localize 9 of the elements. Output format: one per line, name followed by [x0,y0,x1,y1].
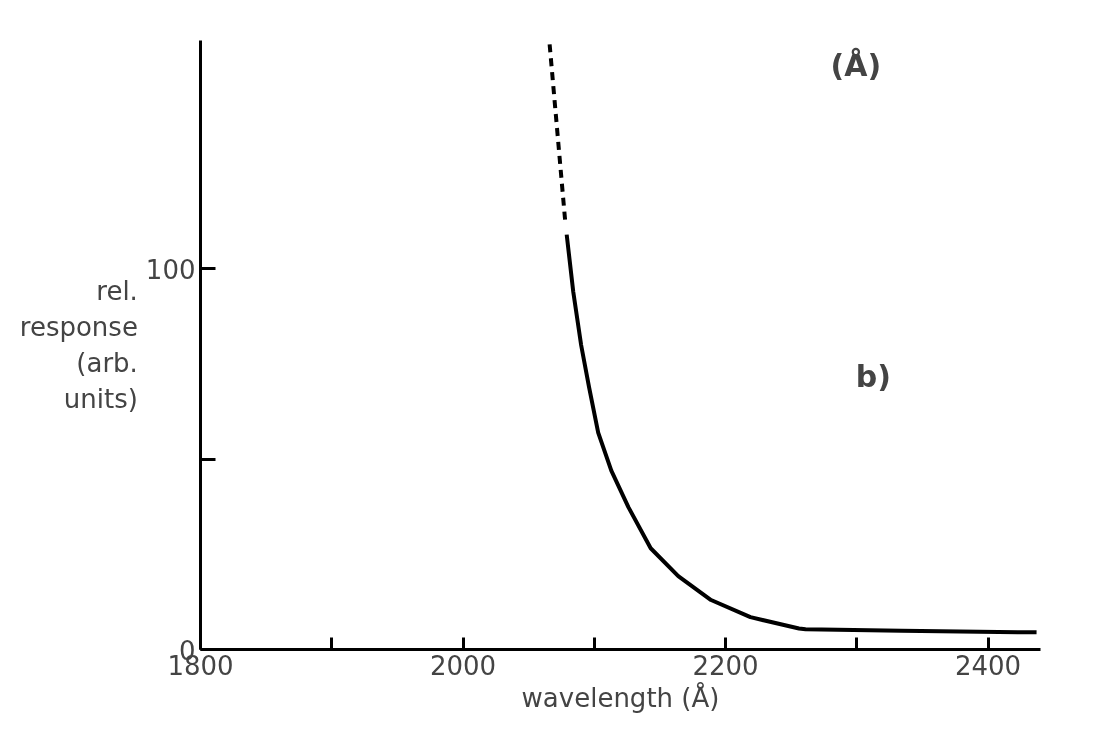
annotation: (Å) [830,47,882,84]
y-tick-label: 100 [145,254,196,285]
x-tick-label: 2400 [954,650,1022,681]
x-tick-label: 2200 [692,650,759,681]
line-series [564,232,1039,635]
y-axis-title: rel. response (arb. units) [19,276,138,414]
x-tick-label: 2000 [429,650,497,681]
annotation: b) [855,358,891,394]
x-axis-title: wavelength (Å) [521,681,720,713]
